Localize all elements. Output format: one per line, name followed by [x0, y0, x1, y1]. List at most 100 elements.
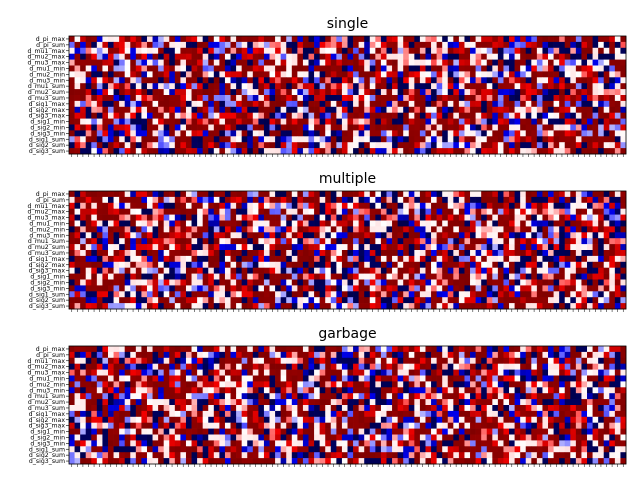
heatmap-cell — [575, 279, 582, 286]
heatmap-cell — [542, 53, 549, 60]
heatmap-cell — [592, 106, 599, 114]
heatmap-cell — [559, 83, 566, 90]
heatmap-cell — [358, 100, 365, 108]
heatmap-cell — [258, 255, 265, 263]
heatmap-cell — [347, 112, 354, 119]
heatmap-cell — [308, 77, 315, 84]
heatmap-cell — [213, 220, 220, 227]
heatmap-cell — [241, 381, 248, 388]
heatmap-cell — [213, 244, 220, 251]
heatmap-cell — [174, 279, 181, 286]
heatmap-cell — [135, 100, 142, 108]
heatmap-cell — [553, 95, 560, 102]
heatmap-cell — [224, 255, 231, 263]
heatmap-cell — [614, 106, 621, 114]
heatmap-cell — [475, 303, 482, 310]
heatmap-cell — [202, 77, 209, 84]
heatmap-cell — [119, 261, 126, 269]
heatmap-cell — [620, 53, 627, 60]
heatmap-cell — [414, 363, 421, 370]
heatmap-cell — [564, 255, 571, 263]
heatmap-cell — [146, 273, 153, 280]
heatmap-cell — [347, 244, 354, 251]
heatmap-cell — [453, 255, 460, 263]
heatmap-cell — [258, 136, 265, 143]
heatmap-cell — [291, 273, 298, 280]
heatmap-cell — [85, 261, 92, 269]
heatmap-cell — [419, 65, 426, 72]
heatmap-cell — [280, 220, 287, 227]
heatmap-cell — [219, 65, 226, 72]
heatmap-cell — [107, 220, 114, 227]
heatmap-cell — [241, 53, 248, 60]
heatmap-cell — [286, 273, 293, 280]
y-tick-label: d_pi_sum — [36, 42, 65, 49]
heatmap-cell — [336, 273, 343, 280]
heatmap-cell — [408, 142, 415, 149]
heatmap-cell — [69, 226, 75, 233]
heatmap-cell — [135, 255, 142, 263]
heatmap-cell — [158, 250, 165, 257]
heatmap-cell — [319, 250, 326, 257]
heatmap-cell — [202, 375, 209, 382]
y-tick-label: d_sig2_min — [30, 279, 65, 286]
heatmap-cell — [202, 232, 209, 239]
heatmap-cell — [453, 77, 460, 84]
heatmap-cell — [191, 142, 198, 149]
heatmap-cell — [587, 202, 593, 210]
heatmap-cell — [297, 261, 304, 269]
heatmap-cell — [481, 36, 488, 43]
heatmap-cell — [319, 148, 326, 155]
heatmap-cell — [169, 59, 176, 66]
heatmap-cell — [236, 142, 243, 149]
heatmap-cell — [302, 142, 309, 149]
heatmap-cell — [280, 36, 287, 43]
heatmap-cell — [314, 196, 320, 204]
heatmap-cell — [497, 65, 504, 72]
heatmap-cell — [85, 36, 92, 43]
heatmap-cell — [241, 250, 248, 257]
heatmap-cell — [553, 77, 560, 84]
heatmap-cell — [553, 65, 560, 72]
heatmap-cell — [431, 148, 437, 155]
heatmap-cell — [592, 232, 599, 239]
heatmap-cell — [442, 208, 449, 215]
heatmap-cell — [286, 191, 293, 198]
heatmap-cell — [575, 375, 582, 382]
heatmap-cell — [208, 77, 215, 84]
heatmap-cell — [135, 41, 142, 49]
heatmap-cell — [492, 285, 499, 292]
heatmap-cell — [536, 130, 543, 137]
heatmap-cell — [213, 250, 220, 257]
heatmap-cell — [369, 232, 376, 239]
heatmap-cell — [431, 226, 437, 233]
heatmap-cell — [536, 77, 543, 84]
heatmap-cell — [197, 267, 204, 274]
heatmap-cell — [341, 261, 348, 269]
heatmap-cell — [419, 83, 426, 90]
heatmap-cell — [442, 238, 449, 245]
heatmap-cell — [486, 351, 493, 359]
heatmap-cell — [169, 36, 176, 43]
heatmap-cell — [408, 381, 415, 388]
heatmap-cell — [325, 214, 332, 221]
heatmap-cell — [425, 285, 432, 292]
heatmap-cell — [319, 297, 326, 304]
heatmap-cell — [336, 346, 343, 353]
heatmap-cell — [80, 220, 87, 227]
heatmap-cell — [202, 303, 209, 310]
heatmap-cell — [598, 261, 605, 269]
heatmap-cell — [431, 124, 437, 131]
heatmap-cell — [609, 346, 616, 353]
heatmap-cell — [230, 65, 237, 72]
heatmap-cell — [280, 363, 287, 370]
heatmap-cell — [470, 202, 476, 210]
heatmap-cell — [213, 196, 220, 204]
heatmap-cell — [263, 232, 270, 239]
heatmap-cell — [475, 297, 482, 304]
heatmap-cell — [69, 112, 75, 119]
heatmap-cell — [598, 95, 605, 102]
heatmap-cell — [91, 351, 98, 359]
heatmap-cell — [447, 267, 454, 274]
heatmap-cell — [553, 83, 560, 90]
